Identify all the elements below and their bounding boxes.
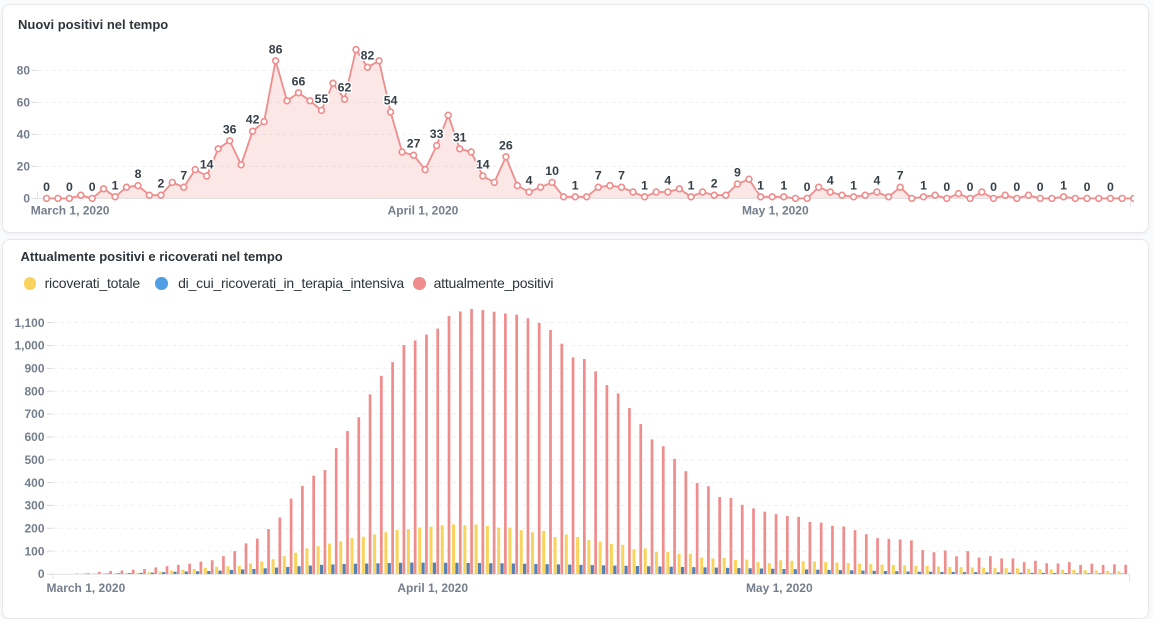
svg-text:April 1, 2020: April 1, 2020 xyxy=(397,581,468,595)
svg-text:4: 4 xyxy=(827,174,834,188)
svg-text:700: 700 xyxy=(24,407,44,421)
svg-text:36: 36 xyxy=(223,122,237,136)
svg-text:0: 0 xyxy=(66,180,73,194)
svg-text:27: 27 xyxy=(407,137,421,151)
svg-text:2: 2 xyxy=(157,177,164,191)
svg-text:7: 7 xyxy=(618,169,625,183)
svg-text:31: 31 xyxy=(453,130,467,144)
svg-text:26: 26 xyxy=(499,138,513,152)
svg-text:2: 2 xyxy=(711,177,718,191)
svg-text:7: 7 xyxy=(180,169,187,183)
svg-text:0: 0 xyxy=(990,180,997,194)
svg-text:0: 0 xyxy=(1013,180,1020,194)
svg-text:1: 1 xyxy=(850,178,857,192)
svg-text:April 1, 2020: April 1, 2020 xyxy=(388,203,459,217)
svg-text:0: 0 xyxy=(967,180,974,194)
svg-text:400: 400 xyxy=(24,476,44,490)
svg-text:54: 54 xyxy=(384,94,398,108)
svg-text:0: 0 xyxy=(43,180,50,194)
svg-text:600: 600 xyxy=(24,430,44,444)
svg-text:0: 0 xyxy=(1084,180,1091,194)
svg-text:0: 0 xyxy=(1107,180,1114,194)
svg-text:March 1, 2020: March 1, 2020 xyxy=(47,581,126,595)
svg-text:1: 1 xyxy=(688,178,695,192)
svg-text:82: 82 xyxy=(361,49,375,63)
svg-text:55: 55 xyxy=(315,92,329,106)
svg-text:33: 33 xyxy=(430,127,444,141)
svg-text:1: 1 xyxy=(112,178,119,192)
svg-text:14: 14 xyxy=(476,158,490,172)
svg-text:14: 14 xyxy=(200,158,214,172)
svg-text:60: 60 xyxy=(17,96,31,110)
svg-text:4: 4 xyxy=(664,174,671,188)
svg-text:40: 40 xyxy=(17,128,31,142)
svg-text:1: 1 xyxy=(920,178,927,192)
svg-text:0: 0 xyxy=(943,180,950,194)
svg-text:0: 0 xyxy=(23,192,30,206)
svg-text:0: 0 xyxy=(1037,180,1044,194)
svg-text:May 1, 2020: May 1, 2020 xyxy=(746,581,813,595)
svg-text:1: 1 xyxy=(757,178,764,192)
svg-text:7: 7 xyxy=(595,169,602,183)
svg-text:1: 1 xyxy=(780,178,787,192)
svg-text:May 1, 2020: May 1, 2020 xyxy=(742,203,809,217)
svg-text:7: 7 xyxy=(897,169,904,183)
svg-text:4: 4 xyxy=(526,174,533,188)
svg-text:March 1, 2020: March 1, 2020 xyxy=(31,203,110,217)
svg-text:86: 86 xyxy=(269,42,283,56)
svg-text:1,000: 1,000 xyxy=(14,339,44,353)
svg-text:800: 800 xyxy=(24,384,44,398)
svg-text:1: 1 xyxy=(641,178,648,192)
svg-text:66: 66 xyxy=(292,74,306,88)
svg-text:42: 42 xyxy=(246,113,260,127)
svg-text:1: 1 xyxy=(1060,178,1067,192)
svg-text:200: 200 xyxy=(24,522,44,536)
svg-text:10: 10 xyxy=(545,164,559,178)
svg-text:1: 1 xyxy=(572,178,579,192)
svg-text:8: 8 xyxy=(135,167,142,181)
svg-text:0: 0 xyxy=(804,180,811,194)
svg-text:0: 0 xyxy=(38,567,45,581)
svg-text:100: 100 xyxy=(24,544,44,558)
svg-text:900: 900 xyxy=(24,362,44,376)
svg-text:1,100: 1,100 xyxy=(14,316,44,330)
svg-text:4: 4 xyxy=(873,174,880,188)
svg-text:9: 9 xyxy=(734,166,741,180)
svg-text:62: 62 xyxy=(338,81,352,95)
svg-text:300: 300 xyxy=(24,499,44,513)
svg-text:80: 80 xyxy=(17,64,31,78)
svg-text:500: 500 xyxy=(24,453,44,467)
svg-text:20: 20 xyxy=(17,160,31,174)
svg-text:0: 0 xyxy=(89,180,96,194)
